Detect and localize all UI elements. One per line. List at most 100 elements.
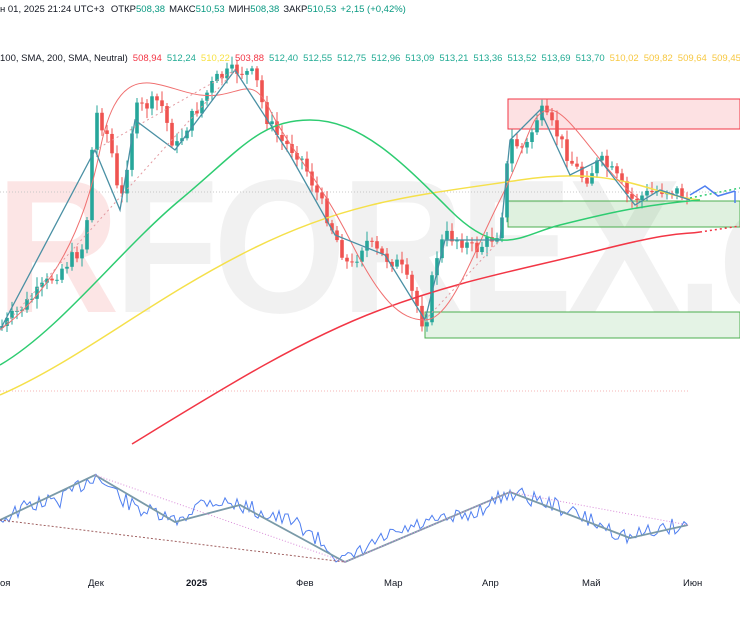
candle-body <box>255 68 259 81</box>
candle-body <box>600 155 604 161</box>
ohlc-1: МАКС510,53 <box>169 4 225 15</box>
candle-body <box>240 73 244 75</box>
candle-body <box>300 158 304 160</box>
forecast-path <box>689 185 736 197</box>
ma-value-1: 512,24 <box>166 53 196 64</box>
candle-body <box>525 141 529 148</box>
candle-body <box>10 310 14 318</box>
sma-mid-line <box>0 119 701 366</box>
candle-body <box>295 153 299 160</box>
candle-body <box>475 242 479 253</box>
candle-body <box>575 163 579 167</box>
candle-body <box>135 102 139 134</box>
candle-body <box>290 144 294 154</box>
candle-body <box>30 298 34 300</box>
candle-body <box>25 299 29 310</box>
sma-200-projection <box>699 225 740 233</box>
x-tick-label: Мар <box>384 578 403 589</box>
support-zone <box>507 200 740 228</box>
candle-body <box>230 64 234 69</box>
ma-label: 100, SMA, 200, SMA, Neutral) <box>0 53 128 64</box>
candle-body <box>125 169 129 194</box>
support-zone <box>424 311 740 339</box>
candle-body <box>620 173 624 182</box>
candles <box>0 56 689 333</box>
candle-body <box>615 166 619 174</box>
candle-body <box>150 96 154 109</box>
ma-value-7: 512,96 <box>371 53 401 64</box>
candle-body <box>330 223 334 231</box>
chart-header-info: н 01, 2025 21:24 UTC+3 ОТКР508,38 МАКС510… <box>0 4 406 16</box>
x-tick-label: Фев <box>296 578 314 589</box>
candle-body <box>485 236 489 247</box>
candle-body <box>195 110 199 114</box>
candle-body <box>205 92 209 101</box>
candle-body <box>445 230 449 240</box>
datetime: н 01, 2025 21:24 UTC+3 <box>0 4 105 15</box>
candle-body <box>145 103 149 109</box>
candle-body <box>555 120 559 137</box>
candle-body <box>680 188 684 198</box>
ma-value-5: 512,55 <box>303 53 333 64</box>
fast-ma-line <box>0 82 641 331</box>
candle-body <box>120 185 124 194</box>
candle-body <box>455 240 459 242</box>
x-tick-label: оя <box>0 578 11 589</box>
x-tick-label: Дек <box>88 578 104 589</box>
candle-body <box>605 155 609 168</box>
candle-body <box>460 240 464 248</box>
candle-body <box>190 110 194 131</box>
candle-body <box>55 279 59 281</box>
candle-body <box>45 278 49 283</box>
candle-body <box>60 268 64 280</box>
candle-body <box>270 121 274 125</box>
candle-body <box>580 166 584 178</box>
ma-value-11: 513,52 <box>507 53 537 64</box>
candle-body <box>235 64 239 74</box>
candle-body <box>250 68 254 72</box>
candle-body <box>110 133 114 154</box>
candle-body <box>510 139 514 164</box>
divergence-line <box>509 491 689 526</box>
candle-body <box>585 177 589 184</box>
ma-value-12: 513,69 <box>541 53 571 64</box>
candle-body <box>390 261 394 267</box>
candle-body <box>535 120 539 133</box>
candle-body <box>75 252 79 259</box>
candle-body <box>645 190 649 196</box>
candle-body <box>245 71 249 75</box>
candle-body <box>215 73 219 82</box>
candle-body <box>405 264 409 275</box>
candle-body <box>320 192 324 199</box>
trend-line <box>94 69 236 151</box>
candle-body <box>515 139 519 147</box>
divergence-line <box>0 519 346 563</box>
candle-body <box>315 185 319 193</box>
ma-value-0: 508,94 <box>132 53 162 64</box>
change-readout: +2,15 (+0,42%) <box>340 4 406 15</box>
candle-body <box>225 68 229 79</box>
candle-body <box>625 181 629 194</box>
candle-body <box>345 257 349 262</box>
candle-body <box>640 195 644 201</box>
candle-body <box>565 139 569 161</box>
ma-value-13: 513,70 <box>575 53 605 64</box>
trend-line <box>424 239 501 321</box>
candle-body <box>165 106 169 123</box>
candle-body <box>95 112 99 150</box>
candle-body <box>280 134 284 141</box>
candle-body <box>310 171 314 186</box>
ma-value-16: 509,64 <box>677 53 707 64</box>
candle-body <box>355 261 359 263</box>
candle-body <box>440 239 444 259</box>
candle-body <box>395 259 399 267</box>
candle-body <box>35 286 39 299</box>
oscillator-line <box>0 473 688 563</box>
candle-body <box>650 190 654 193</box>
trend-line <box>0 69 236 331</box>
candle-body <box>415 290 419 306</box>
ma-value-3: 503,88 <box>234 53 265 64</box>
candle-body <box>170 122 174 146</box>
candle-body <box>85 220 89 250</box>
